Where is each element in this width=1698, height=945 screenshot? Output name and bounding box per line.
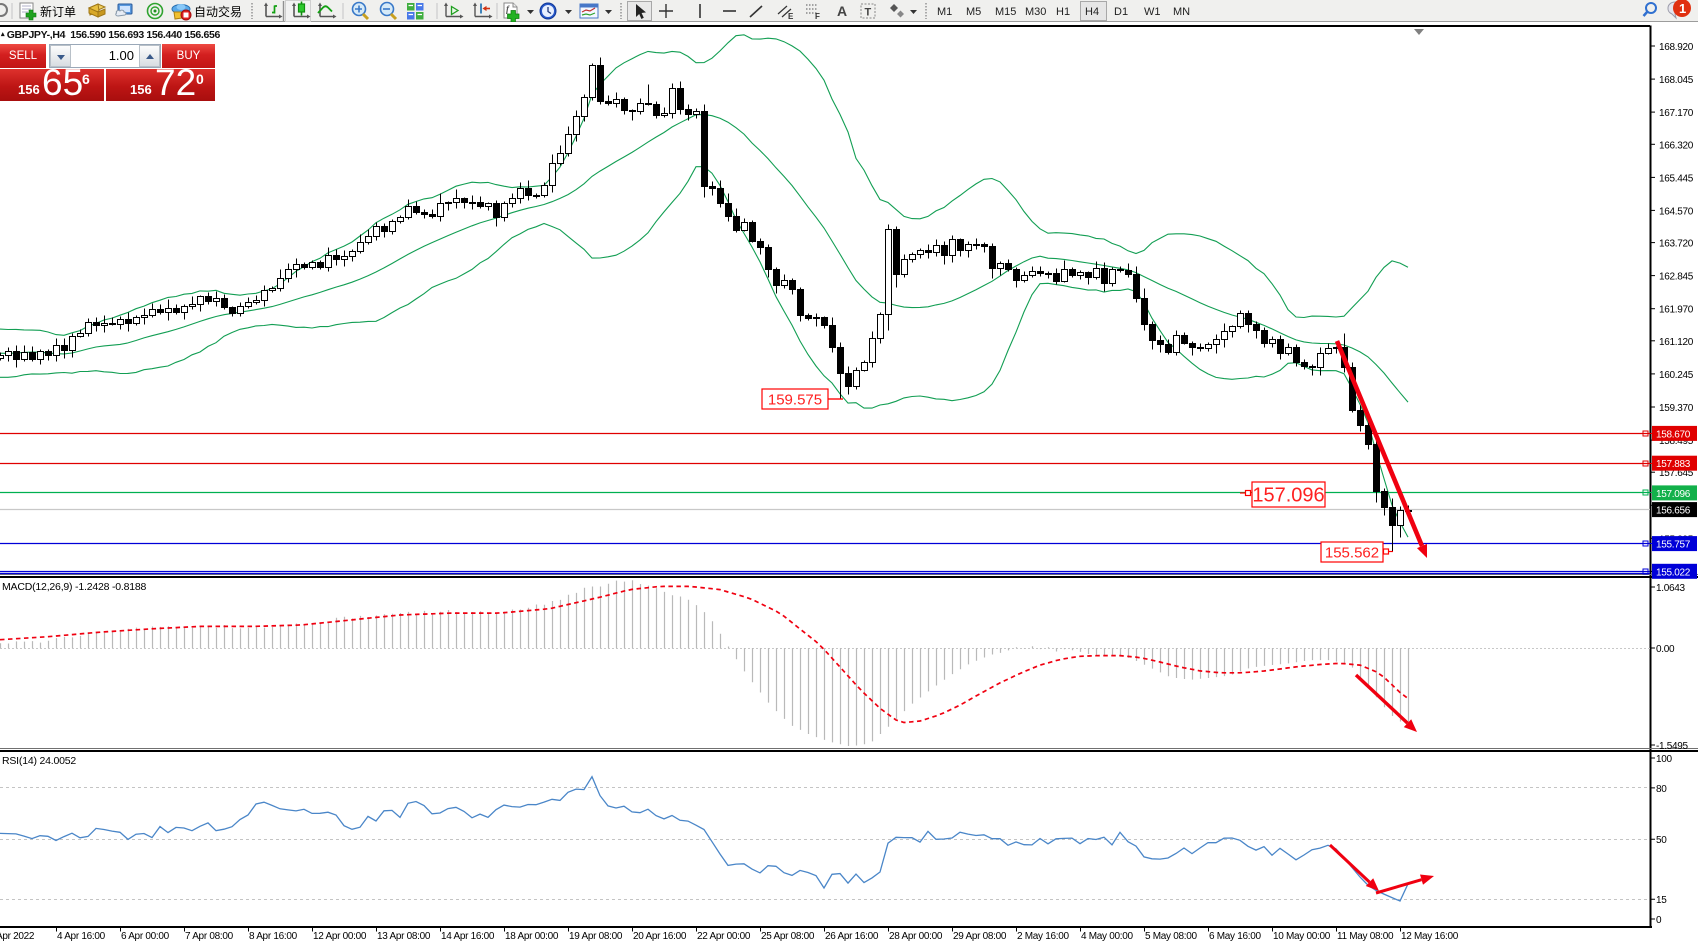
svg-text:12 Apr 00:00: 12 Apr 00:00	[313, 931, 367, 942]
svg-text:22 Apr 00:00: 22 Apr 00:00	[697, 931, 751, 942]
svg-text:新订单: 新订单	[40, 4, 76, 19]
svg-text:157.096: 157.096	[1656, 489, 1691, 500]
svg-text:F: F	[815, 12, 820, 21]
svg-text:4 May 00:00: 4 May 00:00	[1081, 931, 1133, 942]
svg-text:159.575: 159.575	[768, 391, 822, 408]
svg-text:155.562: 155.562	[1325, 544, 1379, 561]
svg-text:2 May 16:00: 2 May 16:00	[1017, 931, 1069, 942]
svg-text:18 Apr 00:00: 18 Apr 00:00	[505, 931, 559, 942]
svg-text:MACD(12,26,9) -1.2428 -0.8188: MACD(12,26,9) -1.2428 -0.8188	[2, 581, 147, 593]
svg-text:165.445: 165.445	[1659, 173, 1694, 184]
svg-text:7 Apr 08:00: 7 Apr 08:00	[185, 931, 234, 942]
svg-text:A: A	[837, 3, 847, 19]
svg-text:RSI(14) 24.0052: RSI(14) 24.0052	[2, 755, 76, 767]
svg-text:168.920: 168.920	[1659, 42, 1694, 53]
svg-text:1.0643: 1.0643	[1656, 583, 1686, 594]
svg-text:158.670: 158.670	[1656, 429, 1691, 440]
svg-text:168.045: 168.045	[1659, 75, 1694, 86]
svg-text:M30: M30	[1025, 6, 1046, 18]
svg-text:50: 50	[1656, 835, 1667, 846]
svg-text:164.570: 164.570	[1659, 206, 1694, 217]
svg-text:19 Apr 08:00: 19 Apr 08:00	[569, 931, 623, 942]
svg-text:163.720: 163.720	[1659, 239, 1694, 250]
svg-text:156.656: 156.656	[1656, 506, 1691, 517]
svg-text:f: f	[506, 4, 510, 14]
svg-text:162.845: 162.845	[1659, 272, 1694, 283]
svg-text:11 May 08:00: 11 May 08:00	[1337, 931, 1394, 942]
svg-text:H4: H4	[1085, 6, 1099, 18]
svg-text:161.970: 161.970	[1659, 305, 1694, 316]
svg-text:25 Apr 08:00: 25 Apr 08:00	[761, 931, 815, 942]
svg-text:0: 0	[1656, 915, 1662, 926]
svg-text:167.170: 167.170	[1659, 108, 1694, 119]
svg-text:155.757: 155.757	[1656, 540, 1691, 551]
svg-text:160.245: 160.245	[1659, 370, 1694, 381]
svg-text:15: 15	[1656, 895, 1667, 906]
svg-text:12 May 16:00: 12 May 16:00	[1401, 931, 1459, 942]
svg-text:161.120: 161.120	[1659, 337, 1694, 348]
svg-text:20 Apr 16:00: 20 Apr 16:00	[633, 931, 687, 942]
svg-text:0.00: 0.00	[1656, 644, 1675, 655]
svg-text:E: E	[788, 12, 794, 21]
svg-text:1: 1	[1679, 1, 1686, 16]
svg-text:-1.5495: -1.5495	[1656, 741, 1689, 752]
svg-text:157.096: 157.096	[1252, 485, 1324, 507]
svg-text:14 Apr 16:00: 14 Apr 16:00	[441, 931, 495, 942]
svg-text:H1: H1	[1056, 6, 1070, 18]
svg-text:157.883: 157.883	[1656, 459, 1691, 470]
svg-text:158.495: 158.495	[1659, 436, 1694, 447]
svg-text:8 Apr 16:00: 8 Apr 16:00	[249, 931, 298, 942]
svg-text:自动交易: 自动交易	[194, 4, 242, 19]
svg-text:M5: M5	[966, 6, 981, 18]
svg-text:6 May 16:00: 6 May 16:00	[1209, 931, 1261, 942]
svg-text:MN: MN	[1173, 6, 1190, 18]
svg-text:5 May 08:00: 5 May 08:00	[1145, 931, 1197, 942]
svg-text:D1: D1	[1114, 6, 1128, 18]
svg-text:80: 80	[1656, 784, 1667, 795]
svg-text:157.645: 157.645	[1659, 468, 1694, 479]
svg-text:159.370: 159.370	[1659, 403, 1694, 414]
svg-text:166.320: 166.320	[1659, 140, 1694, 151]
svg-text:100: 100	[1656, 754, 1673, 765]
svg-text:W1: W1	[1144, 6, 1161, 18]
svg-text:29 Apr 08:00: 29 Apr 08:00	[953, 931, 1007, 942]
svg-text:6 Apr 00:00: 6 Apr 00:00	[121, 931, 170, 942]
svg-text:10 May 00:00: 10 May 00:00	[1273, 931, 1331, 942]
svg-text:Apr 2022: Apr 2022	[0, 931, 35, 942]
svg-text:T: T	[865, 7, 872, 19]
svg-text:155.022: 155.022	[1656, 567, 1691, 578]
svg-text:26 Apr 16:00: 26 Apr 16:00	[825, 931, 879, 942]
svg-text:M1: M1	[937, 6, 952, 18]
svg-text:M15: M15	[995, 6, 1016, 18]
svg-text:13 Apr 08:00: 13 Apr 08:00	[377, 931, 431, 942]
svg-text:4 Apr 16:00: 4 Apr 16:00	[57, 931, 106, 942]
svg-text:28 Apr 00:00: 28 Apr 00:00	[889, 931, 943, 942]
